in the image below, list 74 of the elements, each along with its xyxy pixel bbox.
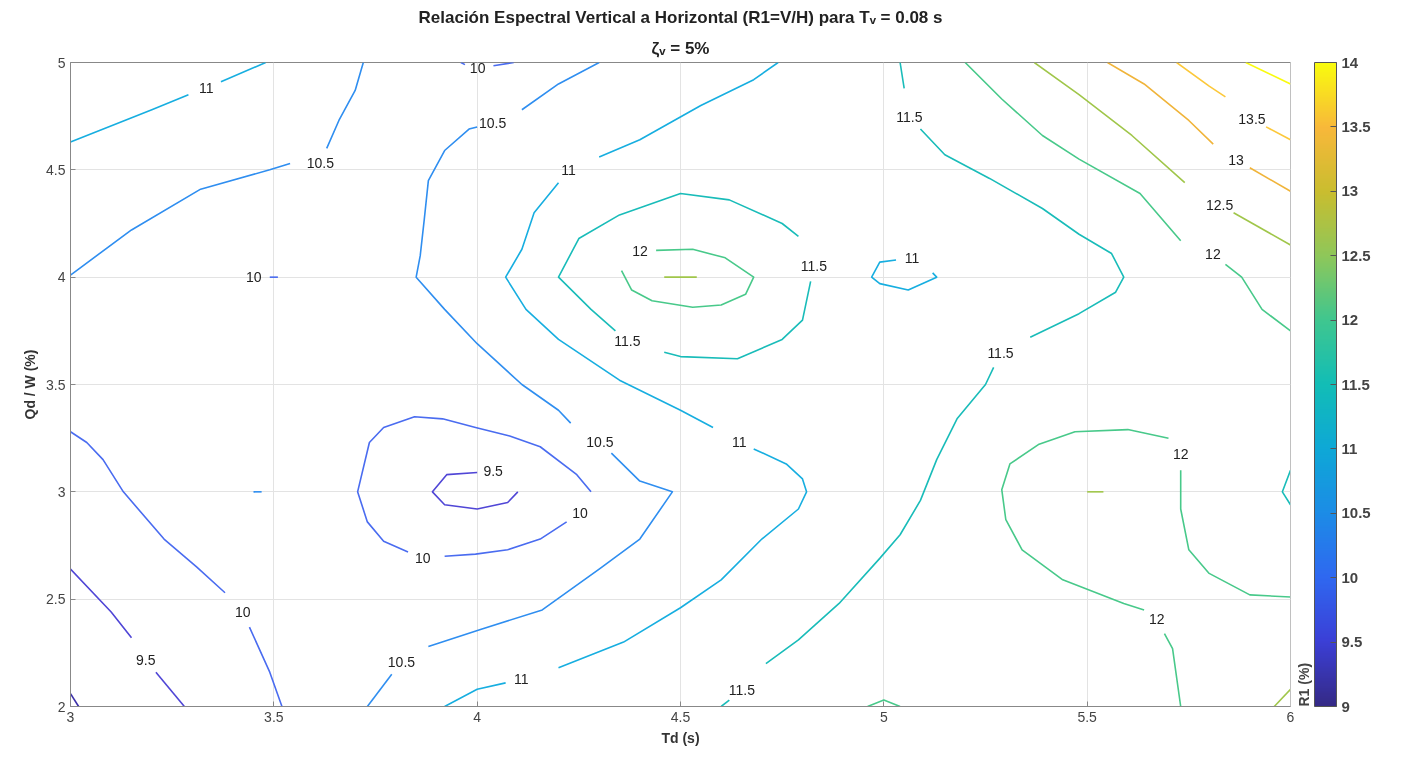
x-tick-label: 3.5 [264, 708, 284, 725]
line-series [663, 280, 812, 360]
x-tick-label: 5.5 [1077, 708, 1098, 725]
series-label: 12 [1172, 446, 1189, 463]
y-tick-label: 2.5 [46, 591, 66, 608]
series-label: 11 [513, 671, 529, 688]
x-tick-label: 4.5 [670, 708, 691, 725]
color-bar-label: 13.5 [1341, 117, 1371, 135]
series-label: 10.5 [306, 155, 335, 172]
chart-subtitle: ζᵥ = 5% [651, 38, 710, 58]
line-series [504, 181, 714, 429]
series-label: 9.5 [483, 463, 504, 480]
series-label: 11 [199, 80, 214, 97]
color-bar-label: 12 [1341, 311, 1359, 329]
x-tick-label: 4 [473, 708, 482, 725]
line-series [1106, 62, 1215, 145]
series-label: 11 [904, 249, 920, 266]
series-label: 11.5 [614, 333, 641, 350]
series-label: 11.5 [728, 682, 756, 699]
color-bar-label: 11.5 [1341, 375, 1370, 393]
series-label: 11 [731, 434, 747, 451]
series-label: 10 [245, 269, 262, 286]
y-tick-label: 3 [57, 483, 66, 500]
line-series [1000, 428, 1170, 611]
color-bar-label: 10 [1341, 568, 1359, 586]
line-series [557, 192, 800, 332]
color-bar-title: R1 (%) [1295, 662, 1312, 707]
line-series [964, 62, 1182, 242]
y-tick-label: 2 [57, 698, 66, 715]
series-label: 11.5 [800, 257, 828, 274]
series-label: 10.5 [387, 653, 416, 670]
line-series [620, 248, 755, 309]
chart-title: Relación Espectral Vertical a Horizontal (R1=V/H) para Tᵥ = 0.08 s [418, 7, 943, 27]
series-label: 11.5 [987, 344, 1014, 361]
y-axis-title: Qd / W (%) [22, 349, 39, 420]
series-label: 13.5 [1238, 111, 1266, 128]
line-series [557, 448, 808, 669]
line-series [919, 128, 1125, 339]
y-tick-label: 4 [57, 269, 66, 286]
x-tick-label: 5 [879, 708, 888, 725]
color-bar-label: 12.5 [1341, 246, 1371, 264]
series-label: 9.5 [135, 651, 156, 668]
x-axis-title: Td (s) [661, 729, 700, 746]
line-series [598, 62, 779, 158]
color-bar-label: 10.5 [1341, 504, 1371, 522]
series-label: 10 [235, 604, 251, 621]
series-label: 10 [572, 505, 589, 522]
line-series [70, 430, 226, 594]
line-series [325, 62, 365, 150]
y-tick-label: 5 [57, 54, 66, 71]
series-label: 10 [414, 550, 431, 567]
series-label: 10.5 [479, 114, 507, 131]
series-label: 10.5 [586, 433, 614, 450]
series-label: 10 [469, 60, 486, 77]
series-label: 12 [1205, 246, 1221, 263]
color-bar-label: 11 [1341, 439, 1358, 457]
line-series [765, 366, 995, 665]
x-tick-label: 6 [1286, 708, 1295, 725]
line-series [1224, 263, 1291, 332]
series-label: 11 [561, 162, 577, 179]
color-bar-label: 9 [1341, 697, 1350, 715]
y-tick-label: 4.5 [46, 161, 66, 178]
line-series [1179, 469, 1291, 598]
color-bar-label: 14 [1341, 53, 1359, 71]
y-tick-label: 3.5 [46, 376, 66, 393]
series-label: 12.5 [1206, 196, 1234, 213]
line-series [443, 521, 568, 558]
color-bar-label: 9.5 [1341, 633, 1363, 651]
series-label: 12 [1149, 611, 1165, 628]
series-label: 13 [1228, 151, 1244, 168]
line-series [1033, 62, 1186, 184]
series-label: 11.5 [896, 109, 923, 126]
color-bar-label: 13 [1341, 182, 1359, 200]
series-label: 12 [632, 242, 649, 259]
